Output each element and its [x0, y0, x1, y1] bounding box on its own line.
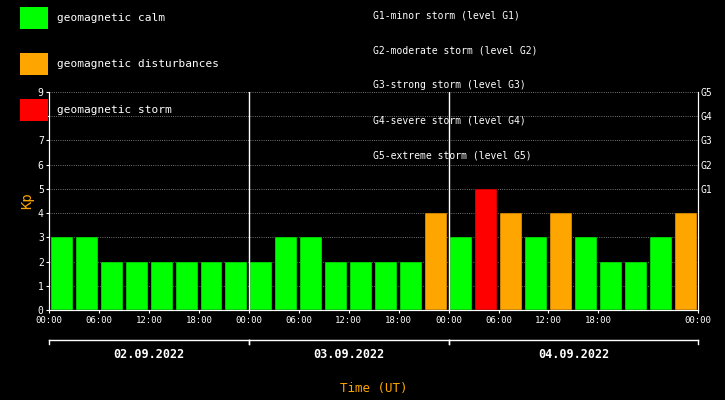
Text: Time (UT): Time (UT)	[340, 382, 407, 395]
Bar	[500, 213, 522, 310]
Bar	[101, 262, 123, 310]
Text: 03.09.2022: 03.09.2022	[313, 348, 384, 360]
Bar	[151, 262, 173, 310]
Bar	[225, 262, 247, 310]
Bar	[350, 262, 372, 310]
Text: geomagnetic calm: geomagnetic calm	[57, 13, 165, 23]
Text: G2-moderate storm (level G2): G2-moderate storm (level G2)	[373, 45, 538, 55]
Bar	[326, 262, 347, 310]
Text: geomagnetic disturbances: geomagnetic disturbances	[57, 59, 218, 69]
Text: G3-strong storm (level G3): G3-strong storm (level G3)	[373, 80, 526, 90]
Bar	[125, 262, 148, 310]
Bar	[400, 262, 422, 310]
Bar	[600, 262, 622, 310]
Bar	[550, 213, 572, 310]
Bar	[475, 189, 497, 310]
Text: 04.09.2022: 04.09.2022	[538, 348, 609, 360]
Bar	[675, 213, 697, 310]
Bar	[625, 262, 647, 310]
Bar	[201, 262, 223, 310]
Y-axis label: Kp: Kp	[20, 193, 33, 209]
Bar	[575, 237, 597, 310]
Bar	[450, 237, 472, 310]
Bar	[276, 237, 297, 310]
Text: 02.09.2022: 02.09.2022	[114, 348, 185, 360]
Bar	[376, 262, 397, 310]
Bar	[525, 237, 547, 310]
Bar	[650, 237, 672, 310]
Bar	[75, 237, 98, 310]
Bar	[300, 237, 323, 310]
Bar	[175, 262, 197, 310]
Bar	[425, 213, 447, 310]
Text: G1-minor storm (level G1): G1-minor storm (level G1)	[373, 10, 521, 20]
Bar	[51, 237, 72, 310]
Text: G4-severe storm (level G4): G4-severe storm (level G4)	[373, 116, 526, 126]
Text: G5-extreme storm (level G5): G5-extreme storm (level G5)	[373, 151, 532, 161]
Bar	[250, 262, 273, 310]
Text: geomagnetic storm: geomagnetic storm	[57, 105, 171, 115]
